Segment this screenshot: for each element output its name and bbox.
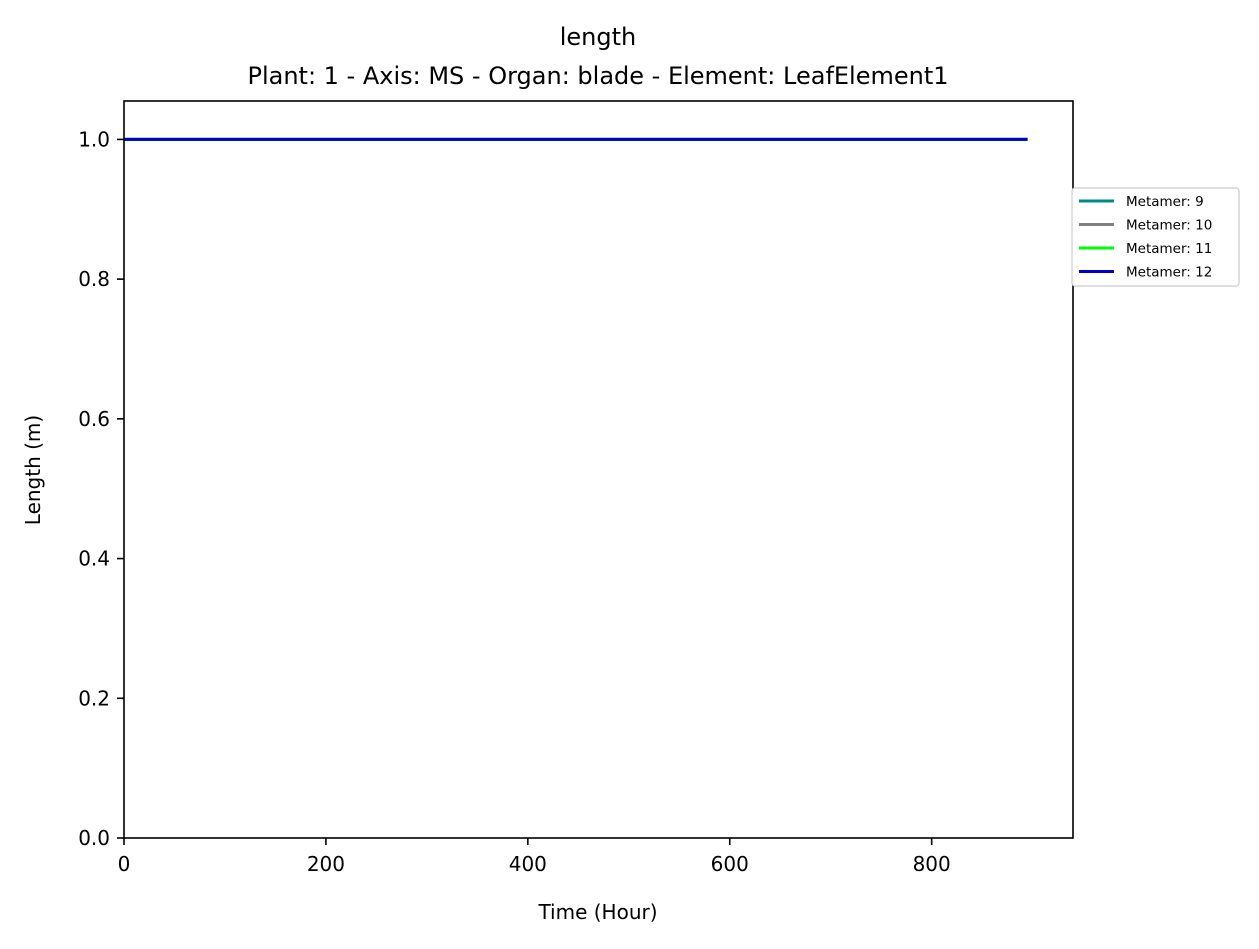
y-tick-label: 0.4 (78, 547, 110, 571)
y-tick-label: 0.6 (78, 407, 110, 431)
legend-box (1071, 187, 1240, 287)
chart-subtitle: Plant: 1 - Axis: MS - Organ: blade - Ele… (247, 62, 948, 90)
legend: Metamer: 9 Metamer: 10 Metamer: 11 Metamer:… (1071, 187, 1240, 287)
legend-label: Metamer: 11 (1126, 241, 1212, 257)
y-tick-label: 0.0 (78, 826, 110, 850)
x-tick-label: 400 (509, 852, 547, 876)
y-tick-label: 0.2 (78, 686, 110, 710)
x-axis-label: Time (Hour) (537, 900, 657, 924)
plot-frame (123, 100, 1074, 839)
x-tick-label: 600 (711, 852, 749, 876)
legend-label: Metamer: 9 (1126, 194, 1204, 210)
x-tick-label: 200 (307, 852, 345, 876)
y-axis-label: Length (m) (21, 415, 45, 525)
x-tick-label: 0 (118, 852, 131, 876)
x-tick-label: 800 (913, 852, 951, 876)
y-tick-label: 0.8 (78, 267, 110, 291)
legend-label: Metamer: 10 (1126, 218, 1212, 234)
y-tick-label: 1.0 (78, 127, 110, 151)
plot-area: 0 200 400 600 800 0.0 0.2 0.4 0.6 0.8 1.0 (78, 100, 1074, 876)
chart-title: length (560, 23, 637, 51)
legend-label: Metamer: 12 (1126, 265, 1212, 281)
